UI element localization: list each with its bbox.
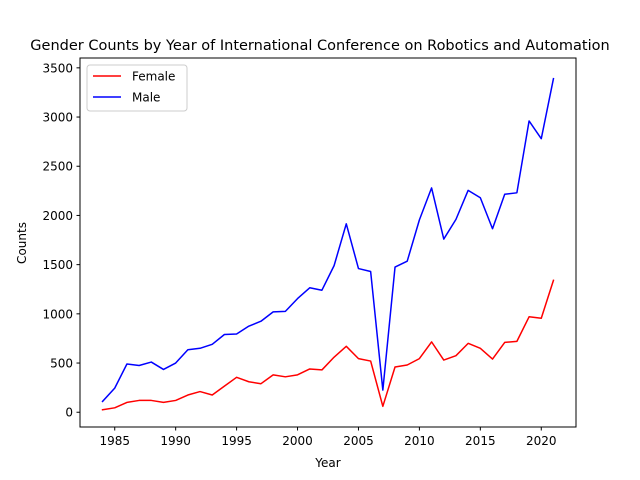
y-tick-label: 500 bbox=[50, 357, 73, 371]
y-axis-ticks: 0 500 1000 1500 2000 2500 3000 3500 bbox=[42, 61, 80, 420]
legend-label-male: Male bbox=[132, 91, 160, 105]
x-tick-label: 1995 bbox=[221, 434, 252, 448]
chart-title: Gender Counts by Year of International C… bbox=[30, 38, 609, 54]
x-tick-label: 2020 bbox=[526, 434, 557, 448]
x-tick-label: 2010 bbox=[404, 434, 435, 448]
x-axis-label: Year bbox=[314, 456, 340, 470]
x-tick-label: 2000 bbox=[282, 434, 313, 448]
y-tick-label: 1000 bbox=[42, 307, 73, 321]
plot-frame bbox=[79, 57, 577, 428]
y-tick-label: 2000 bbox=[42, 209, 73, 223]
plot-lines bbox=[101, 77, 555, 411]
y-axis-label: Counts bbox=[15, 222, 29, 264]
series-line-male bbox=[101, 77, 555, 403]
legend: Female Male bbox=[86, 64, 188, 112]
y-tick-label: 0 bbox=[65, 406, 73, 420]
y-tick-label: 1500 bbox=[42, 258, 73, 272]
y-tick-label: 3500 bbox=[42, 61, 73, 75]
y-tick-label: 2500 bbox=[42, 160, 73, 174]
x-tick-label: 2005 bbox=[343, 434, 374, 448]
x-tick-label: 2015 bbox=[465, 434, 496, 448]
x-axis-ticks: 1985 1990 1995 2000 2005 2010 2015 2020 bbox=[99, 427, 557, 448]
x-tick-label: 1985 bbox=[99, 434, 130, 448]
series-line-female bbox=[101, 279, 555, 411]
y-tick-label: 3000 bbox=[42, 111, 73, 125]
legend-label-female: Female bbox=[132, 70, 175, 84]
x-tick-label: 1990 bbox=[160, 434, 191, 448]
